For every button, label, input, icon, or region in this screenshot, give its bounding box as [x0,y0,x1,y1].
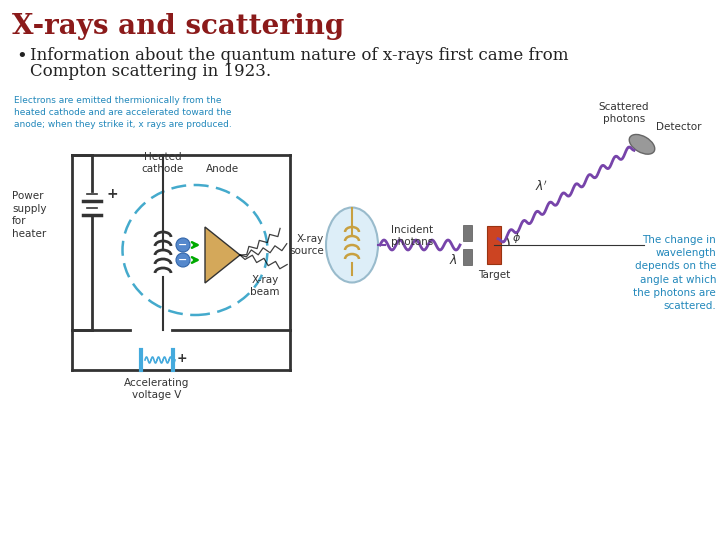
Bar [463,249,472,265]
Circle shape [176,238,190,252]
Text: X-ray
source: X-ray source [289,234,324,256]
Text: −: − [179,255,188,265]
Text: Compton scattering in 1923.: Compton scattering in 1923. [30,63,271,80]
Text: Information about the quantum nature of x-rays first came from: Information about the quantum nature of … [30,47,569,64]
Text: Detector: Detector [656,123,701,132]
Text: Scattered
photons: Scattered photons [599,102,649,124]
Text: Incident
photons: Incident photons [391,225,433,247]
Text: Power
supply
for
heater: Power supply for heater [12,191,47,239]
Text: +: + [106,187,117,201]
Ellipse shape [326,207,378,282]
Ellipse shape [629,134,654,154]
Text: X-rays and scattering: X-rays and scattering [12,13,344,40]
Text: −: − [179,240,188,250]
Text: Heated
cathode: Heated cathode [142,152,184,174]
Text: $\lambda'$: $\lambda'$ [535,179,548,193]
Text: •: • [16,47,27,65]
Text: Target: Target [478,270,510,280]
Text: X-ray
beam: X-ray beam [251,275,280,298]
Text: Accelerating
voltage V: Accelerating voltage V [125,378,189,400]
Text: +: + [177,352,188,365]
Text: Electrons are emitted thermionically from the
heated cathode and are accelerated: Electrons are emitted thermionically fro… [14,96,232,129]
Circle shape [176,253,190,267]
Text: $\phi$: $\phi$ [511,231,521,245]
Bar [463,225,472,241]
Bar [487,226,501,264]
Polygon shape [205,227,240,283]
Text: $\lambda$: $\lambda$ [449,253,457,267]
Text: The change in
wavelength
depends on the
angle at which
the photons are
scattered: The change in wavelength depends on the … [634,235,716,311]
Text: Anode: Anode [205,164,238,174]
